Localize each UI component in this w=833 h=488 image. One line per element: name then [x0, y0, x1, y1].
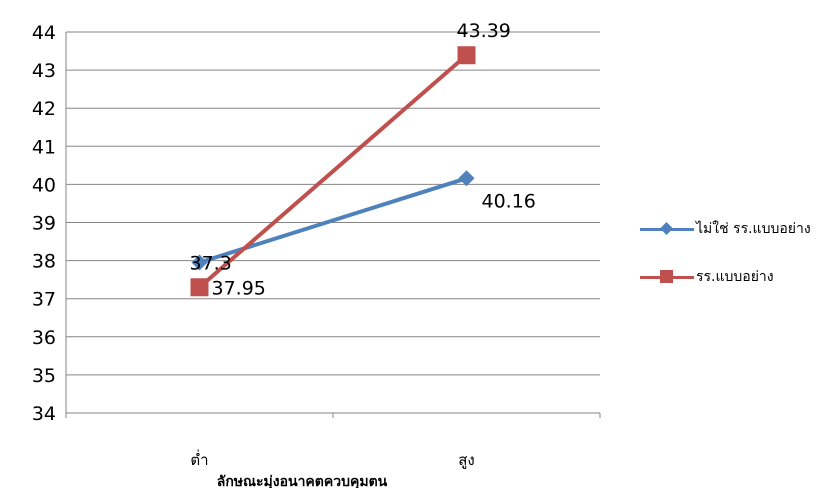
- y-tick-label: 43: [32, 60, 56, 82]
- data-label: 40.16: [482, 190, 536, 212]
- legend-item-series-1: ไม่ใช่ รร.แบบอย่าง: [640, 218, 811, 240]
- y-tick-label: 38: [32, 251, 56, 273]
- legend-swatch-series-1: [640, 222, 694, 236]
- square-marker-icon: [660, 270, 673, 283]
- y-tick-label: 34: [32, 403, 56, 425]
- x-tick-label: ต่ำ: [190, 449, 208, 469]
- y-tick-labels: 34 35 36 37 38 39 40 41 42 43 44: [32, 22, 56, 425]
- y-tick-label: 36: [32, 327, 56, 349]
- y-tick-label: 44: [32, 22, 56, 44]
- data-point-series-1: [191, 254, 208, 271]
- y-tick-label: 42: [32, 98, 56, 120]
- series-line-2: [198, 53, 468, 289]
- legend-item-series-2: รร.แบบอย่าง: [640, 266, 811, 288]
- legend: ไม่ใช่ รร.แบบอย่าง รร.แบบอย่าง: [640, 218, 811, 314]
- legend-label-series-2: รร.แบบอย่าง: [696, 269, 774, 285]
- series-group: [190, 46, 476, 297]
- data-point-series-1: [458, 170, 475, 187]
- data-labels: 37.3 40.16 37.95 43.39: [190, 20, 536, 299]
- y-tick-label: 40: [32, 174, 56, 196]
- data-label: 37.3: [190, 253, 232, 275]
- y-tick-label: 39: [32, 213, 56, 235]
- y-tick-label: 41: [32, 136, 56, 158]
- y-tick-label: 37: [32, 289, 56, 311]
- legend-label-series-1: ไม่ใช่ รร.แบบอย่าง: [696, 221, 811, 237]
- data-label: 37.95: [212, 277, 266, 299]
- x-tick-labels: ต่ำ สูง: [65, 413, 601, 469]
- y-tick-label: 35: [32, 365, 56, 387]
- x-axis-title: ลักษณะมุ่งอนาคตควบคุมตน: [217, 474, 388, 488]
- diamond-marker-icon: [660, 222, 673, 235]
- data-label: 43.39: [457, 20, 511, 42]
- data-point-series-2: [190, 278, 209, 297]
- data-point-series-2: [457, 46, 476, 65]
- legend-swatch-series-2: [640, 270, 694, 284]
- x-tick-label: สูง: [458, 451, 474, 469]
